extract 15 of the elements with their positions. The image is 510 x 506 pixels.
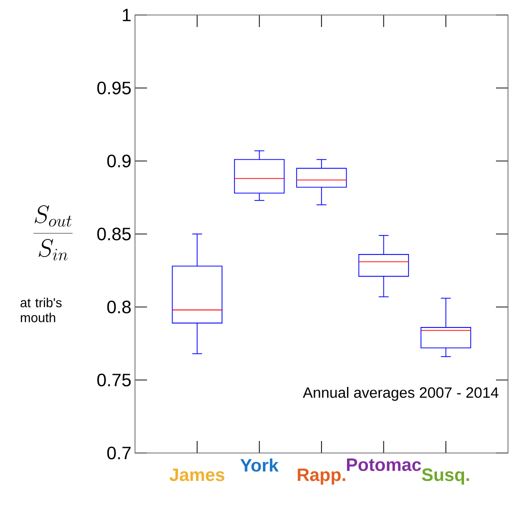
y-tick-label: 0.95	[97, 82, 131, 94]
annotation: Annual averages 2007 - 2014	[302, 386, 498, 401]
y-tick-label: 0.7	[107, 446, 131, 460]
x-tick-label: Susq.	[422, 468, 470, 485]
x-tick-label: James	[170, 468, 224, 482]
x-tick-label: York	[240, 458, 279, 472]
x-tick-label: Rapp.	[298, 468, 346, 485]
y-tick-label: 0.9	[107, 154, 131, 168]
text: at trib's mouth	[20, 298, 62, 322]
y-tick-label: 0.75	[97, 374, 131, 386]
y-tick-label: 0.8	[107, 300, 131, 314]
y-tick-label: 0.85	[97, 228, 131, 240]
y-tick-label: 1	[122, 8, 131, 22]
y-axis-title: $\frac{S_{out}}{S_{in}}$	[33, 205, 73, 260]
x-tick-label: Potomac	[347, 458, 422, 472]
